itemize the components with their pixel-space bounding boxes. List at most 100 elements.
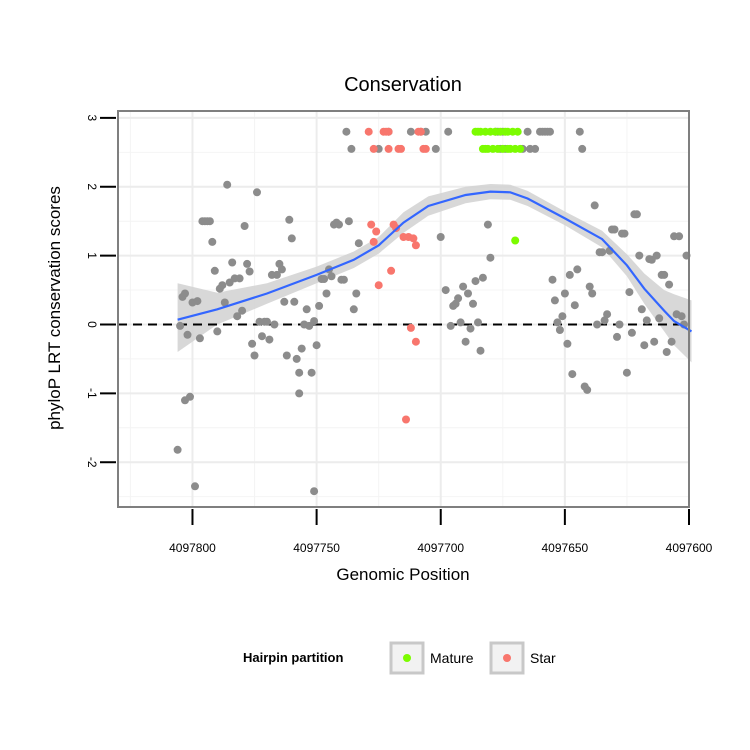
point-other <box>558 312 567 321</box>
point-other <box>548 275 557 284</box>
legend-label-star: Star <box>530 650 556 666</box>
point-other <box>243 259 252 268</box>
point-other <box>280 297 289 306</box>
y-tick-label: -2 <box>85 457 99 468</box>
point-other <box>352 289 361 298</box>
point-other <box>344 217 353 226</box>
point-other <box>655 314 664 323</box>
point-other <box>205 217 214 226</box>
y-tick-label: 1 <box>85 252 99 259</box>
point-other <box>312 341 321 350</box>
point-other <box>193 297 202 306</box>
legend-dot-star <box>503 654 511 662</box>
point-other <box>565 270 574 279</box>
point-other <box>642 316 651 325</box>
point-star <box>409 234 418 243</box>
plot-border <box>117 110 690 508</box>
point-other <box>295 389 304 398</box>
point-mature <box>513 127 522 136</box>
point-other <box>573 265 582 274</box>
point-other <box>474 318 482 327</box>
x-tick-label: 4097700 <box>417 541 464 555</box>
point-other <box>444 127 453 136</box>
point-other <box>265 335 274 344</box>
point-star <box>402 415 410 424</box>
point-star <box>372 227 381 236</box>
legend-dot-mature <box>403 654 411 662</box>
point-other <box>218 281 227 290</box>
point-other <box>486 253 495 262</box>
x-tick-label: 4097600 <box>666 541 713 555</box>
point-other <box>667 337 676 346</box>
point-other <box>583 385 592 394</box>
point-other <box>263 317 271 326</box>
y-tick-label: -1 <box>85 388 99 399</box>
point-other <box>588 289 597 298</box>
point-other <box>483 220 492 229</box>
point-other <box>290 297 299 306</box>
point-other <box>277 265 286 274</box>
point-other <box>210 266 219 275</box>
point-other <box>233 312 242 321</box>
x-tick-label: 4097750 <box>293 541 340 555</box>
point-star <box>421 144 430 153</box>
point-other <box>598 248 607 257</box>
point-other <box>310 317 319 326</box>
legend-item-mature: Mature <box>389 641 474 675</box>
legend-item-star: Star <box>489 641 556 675</box>
point-other <box>627 328 636 337</box>
point-other <box>342 127 351 136</box>
point-other <box>315 301 324 310</box>
point-other <box>245 267 254 276</box>
point-mature <box>511 236 520 245</box>
point-other <box>546 127 554 136</box>
point-star <box>416 127 425 136</box>
point-other <box>282 351 291 360</box>
point-other <box>652 251 661 260</box>
point-other <box>456 318 465 327</box>
point-other <box>466 324 475 333</box>
point-other <box>560 289 569 298</box>
point-star <box>369 237 378 246</box>
point-other <box>555 326 564 334</box>
point-other <box>349 305 358 314</box>
point-other <box>523 127 532 136</box>
point-other <box>297 344 306 353</box>
point-mature <box>516 144 525 153</box>
point-other <box>441 286 450 295</box>
smooth-trend-line <box>177 190 693 333</box>
point-other <box>310 487 319 496</box>
point-other <box>302 305 311 314</box>
x-axis: 4097800 4097750 4097700 4097650 4097600 <box>169 509 713 555</box>
point-other <box>553 318 562 327</box>
point-other <box>253 188 261 197</box>
point-other <box>454 294 463 303</box>
point-other <box>223 180 232 189</box>
point-other <box>615 320 624 329</box>
x-tick-label: 4097650 <box>542 541 589 555</box>
point-star <box>406 323 415 332</box>
point-other <box>568 370 577 379</box>
point-other <box>195 334 204 343</box>
point-other <box>464 289 472 298</box>
point-other <box>471 277 480 286</box>
point-other <box>181 289 189 298</box>
point-other <box>285 215 294 224</box>
point-other <box>335 220 343 229</box>
point-star <box>384 127 393 136</box>
point-other <box>240 222 249 230</box>
point-other <box>622 368 631 377</box>
point-star <box>374 281 383 290</box>
point-other <box>593 320 602 329</box>
point-other <box>258 332 266 341</box>
point-other <box>272 270 281 279</box>
y-tick-label: 3 <box>85 115 99 122</box>
point-other <box>531 144 540 153</box>
point-other <box>295 368 304 377</box>
point-other <box>208 237 217 246</box>
legend-title: Hairpin partition <box>243 650 343 665</box>
x-axis-label: Genomic Position <box>336 565 469 584</box>
point-other <box>406 127 415 136</box>
point-other <box>570 301 579 310</box>
